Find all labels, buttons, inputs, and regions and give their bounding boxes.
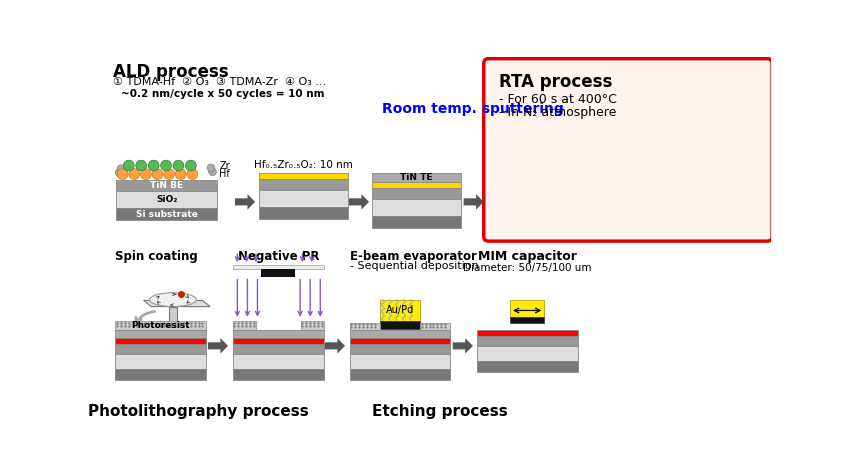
Circle shape [148,160,159,171]
Text: - Sequential deposition: - Sequential deposition [350,261,478,271]
Circle shape [135,160,147,171]
Text: ALD process: ALD process [113,63,229,81]
Bar [115,369,207,380]
Text: Photoresist: Photoresist [131,321,190,330]
Circle shape [152,169,163,179]
Polygon shape [325,338,345,354]
Text: ~0.2 nm/cycle x 50 cycles = 10 nm: ~0.2 nm/cycle x 50 cycles = 10 nm [121,89,325,99]
Bar [372,188,461,199]
Bar [350,354,451,369]
Polygon shape [235,194,255,209]
Bar [115,338,207,344]
FancyBboxPatch shape [483,59,772,241]
Text: Room temp. sputtering: Room temp. sputtering [382,102,564,116]
Text: TiN TE: TiN TE [400,173,433,182]
Circle shape [117,165,125,172]
Bar [259,179,348,189]
Circle shape [185,160,196,171]
Text: - For 60 s at 400°C: - For 60 s at 400°C [500,92,617,106]
Bar [497,198,758,215]
Bar [497,187,758,198]
Bar [476,336,578,346]
Polygon shape [464,194,483,209]
Bar [476,330,578,336]
Circle shape [141,169,152,179]
Bar [372,216,461,228]
Circle shape [187,169,198,179]
Bar [350,323,380,330]
Bar [117,208,217,220]
Text: Diameter: 50/75/100 um: Diameter: 50/75/100 um [463,264,591,274]
Bar [232,369,324,380]
Bar [497,180,758,187]
Bar [497,171,758,180]
Bar [115,344,207,354]
Bar [232,344,324,354]
Bar [232,265,324,269]
Bar [232,354,324,369]
Circle shape [115,169,123,177]
Bar [510,300,544,317]
Text: Hf₀.₅Zr₀.₅O₂: 10 nm: Hf₀.₅Zr₀.₅O₂: 10 nm [255,159,353,169]
Text: Etching process: Etching process [373,404,508,419]
Text: Si substrate: Si substrate [136,210,198,218]
Polygon shape [144,300,210,307]
Bar [117,180,217,191]
Bar [115,330,207,338]
Bar [497,215,758,228]
Ellipse shape [150,293,196,307]
Bar [350,369,451,380]
Bar [350,344,451,354]
Bar [350,338,451,344]
Bar [380,300,420,321]
Text: Photolithography process: Photolithography process [88,404,309,419]
Circle shape [173,160,184,171]
Circle shape [176,169,186,179]
Bar [117,191,217,208]
Bar [115,354,207,369]
Text: RTA process: RTA process [500,72,613,90]
Circle shape [123,160,135,171]
Bar [372,173,461,182]
Circle shape [129,169,140,179]
Circle shape [208,168,217,176]
Bar [261,269,296,277]
Polygon shape [208,338,228,354]
Bar [380,321,420,329]
Bar [301,321,324,330]
Bar [476,361,578,372]
Text: TiN BE: TiN BE [150,181,183,190]
Text: - In N₂ atmosphere: - In N₂ atmosphere [500,107,617,119]
Bar [169,307,177,324]
Text: ① TDMA-Hf  ② O₃  ③ TDMA-Zr  ④ O₃ ...: ① TDMA-Hf ② O₃ ③ TDMA-Zr ④ O₃ ... [113,77,327,87]
Circle shape [164,169,175,179]
Bar [259,207,348,219]
Text: Hf: Hf [219,169,231,179]
Bar [259,189,348,207]
Text: Au/Pd: Au/Pd [386,306,414,316]
Text: Zr: Zr [219,160,231,170]
Bar [420,323,451,330]
Bar [232,330,324,338]
Bar [232,321,256,330]
Polygon shape [452,338,473,354]
Bar [372,199,461,216]
Bar [510,317,544,323]
Text: MIM capacitor: MIM capacitor [477,249,577,263]
Bar [372,182,461,188]
Bar [164,324,183,328]
Bar [476,346,578,361]
Text: E-beam evaporator: E-beam evaporator [350,249,476,263]
Bar [350,330,451,338]
Bar [232,338,324,344]
Circle shape [117,169,128,179]
Text: Spin coating: Spin coating [115,249,198,263]
Circle shape [160,160,171,171]
Bar [115,321,207,330]
Polygon shape [349,194,369,209]
Text: Negative PR: Negative PR [237,249,319,263]
Text: SiO₂: SiO₂ [156,195,177,204]
Bar [259,173,348,179]
Circle shape [207,164,215,172]
